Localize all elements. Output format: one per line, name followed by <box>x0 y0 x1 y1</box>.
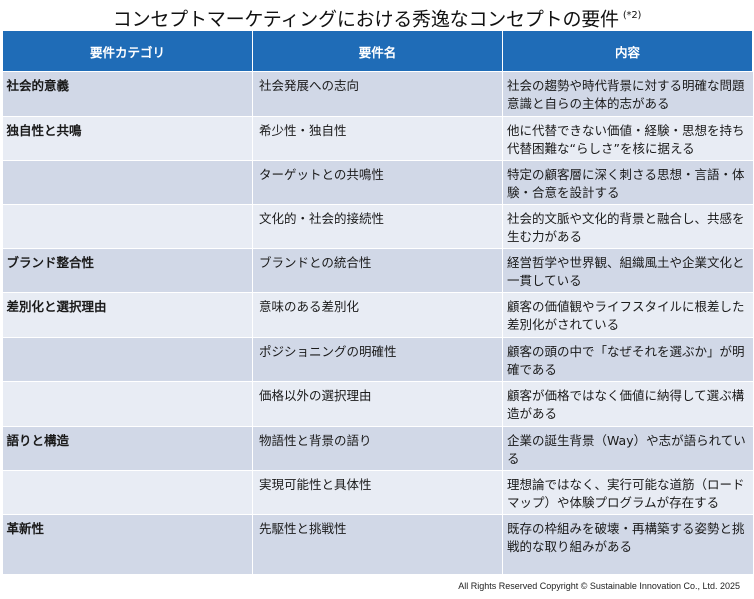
cell-category <box>2 381 253 427</box>
cell-requirement: 希少性・独自性 <box>252 116 503 161</box>
header-requirement: 要件名 <box>252 30 503 72</box>
cell-content: 特定の顧客層に深く刺さる思想・言語・体験・合意を設計する <box>502 160 753 205</box>
cell-content: 顧客の頭の中で「なぜそれを選ぶか」が明確である <box>502 337 753 382</box>
table-row: 文化的・社会的接続性 社会的文脈や文化的背景と融合し、共感を生む力がある <box>2 204 753 249</box>
cell-requirement: 先駆性と挑戦性 <box>252 514 503 575</box>
table-header-row: 要件カテゴリ 要件名 内容 <box>2 30 753 72</box>
cell-content: 社会的文脈や文化的背景と融合し、共感を生む力がある <box>502 204 753 249</box>
cell-requirement: 価格以外の選択理由 <box>252 381 503 427</box>
title-text: コンセプトマーケティングにおける秀逸なコンセプトの要件 <box>112 8 619 31</box>
cell-content: 他に代替できない価値・経験・思想を持ち代替困難な“らしさ”を核に据える <box>502 116 753 161</box>
requirements-table: 要件カテゴリ 要件名 内容 社会的意義 社会発展への志向 社会の趨勢や時代背景に… <box>2 30 753 575</box>
table-row: ブランド整合性 ブランドとの統合性 経営哲学や世界観、組織風土や企業文化と一貫し… <box>2 248 753 293</box>
cell-content: 経営哲学や世界観、組織風土や企業文化と一貫している <box>502 248 753 293</box>
cell-category <box>2 204 253 249</box>
table-row: 革新性 先駆性と挑戦性 既存の枠組みを破壊・再構築する姿勢と挑戦的な取り組みがあ… <box>2 514 753 575</box>
cell-content: 社会の趨勢や時代背景に対する明確な問題意識と自らの主体的志がある <box>502 71 753 117</box>
cell-category: 語りと構造 <box>2 426 253 471</box>
cell-content: 企業の誕生背景（Way）や志が語られている <box>502 426 753 471</box>
cell-requirement: ポジショニングの明確性 <box>252 337 503 382</box>
cell-content: 顧客が価格ではなく価値に納得して選ぶ構造がある <box>502 381 753 427</box>
cell-requirement: 実現可能性と具体性 <box>252 470 503 515</box>
cell-requirement: 文化的・社会的接続性 <box>252 204 503 249</box>
cell-category: 独自性と共鳴 <box>2 116 253 161</box>
cell-category <box>2 470 253 515</box>
table-row: ポジショニングの明確性 顧客の頭の中で「なぜそれを選ぶか」が明確である <box>2 337 753 382</box>
cell-category: 革新性 <box>2 514 253 575</box>
table-row: ターゲットとの共鳴性 特定の顧客層に深く刺さる思想・言語・体験・合意を設計する <box>2 160 753 205</box>
cell-category: 差別化と選択理由 <box>2 292 253 338</box>
header-content: 内容 <box>502 30 753 72</box>
cell-requirement: 物語性と背景の語り <box>252 426 503 471</box>
cell-requirement: ターゲットとの共鳴性 <box>252 160 503 205</box>
page-title: コンセプトマーケティングにおける秀逸なコンセプトの要件 (*2) <box>0 2 754 33</box>
cell-content: 理想論ではなく、実行可能な道筋（ロードマップ）や体験プログラムが存在する <box>502 470 753 515</box>
cell-requirement: 意味のある差別化 <box>252 292 503 338</box>
header-category: 要件カテゴリ <box>2 30 253 72</box>
cell-requirement: ブランドとの統合性 <box>252 248 503 293</box>
title-note: (*2) <box>622 10 642 21</box>
cell-requirement: 社会発展への志向 <box>252 71 503 117</box>
table-row: 価格以外の選択理由 顧客が価格ではなく価値に納得して選ぶ構造がある <box>2 381 753 427</box>
cell-content: 顧客の価値観やライフスタイルに根差した差別化がされている <box>502 292 753 338</box>
cell-content: 既存の枠組みを破壊・再構築する姿勢と挑戦的な取り組みがある <box>502 514 753 575</box>
table-row: 社会的意義 社会発展への志向 社会の趨勢や時代背景に対する明確な問題意識と自らの… <box>2 71 753 117</box>
table-row: 実現可能性と具体性 理想論ではなく、実行可能な道筋（ロードマップ）や体験プログラ… <box>2 470 753 515</box>
table-row: 差別化と選択理由 意味のある差別化 顧客の価値観やライフスタイルに根差した差別化… <box>2 292 753 338</box>
table-row: 独自性と共鳴 希少性・独自性 他に代替できない価値・経験・思想を持ち代替困難な“… <box>2 116 753 161</box>
cell-category <box>2 337 253 382</box>
copyright-footer: All Rights Reserved Copyright © Sustaina… <box>458 581 740 591</box>
cell-category: ブランド整合性 <box>2 248 253 293</box>
cell-category <box>2 160 253 205</box>
cell-category: 社会的意義 <box>2 71 253 117</box>
table-row: 語りと構造 物語性と背景の語り 企業の誕生背景（Way）や志が語られている <box>2 426 753 471</box>
